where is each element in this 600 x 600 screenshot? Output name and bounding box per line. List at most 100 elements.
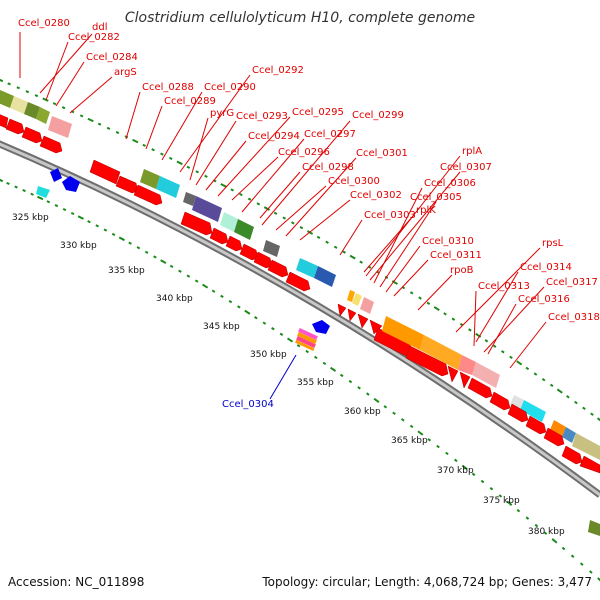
- tick-mark: [128, 241, 132, 245]
- gene-label[interactable]: Ccel_0318: [548, 312, 600, 323]
- tick-mark: [115, 131, 120, 135]
- scale-label: 345 kbp: [203, 322, 240, 332]
- reverse-feature: [312, 320, 330, 334]
- tick-mark: [498, 494, 503, 498]
- gene-label[interactable]: Ccel_0295: [292, 107, 344, 118]
- tick-mark: [256, 202, 261, 206]
- gene-label[interactable]: rpoB: [450, 265, 474, 276]
- gene-label[interactable]: Ccel_0306: [424, 178, 476, 189]
- tick-mark: [322, 361, 327, 366]
- tick-mark: [87, 117, 94, 123]
- gene-label[interactable]: Ccel_0299: [352, 110, 404, 121]
- gene-label[interactable]: pyrG: [210, 108, 234, 119]
- gene-label[interactable]: Ccel_0301: [356, 148, 408, 159]
- tick-mark: [25, 90, 30, 94]
- tick-mark: [194, 279, 199, 283]
- gene-label[interactable]: Ccel_0303: [364, 210, 416, 221]
- forward-feature: [39, 135, 63, 154]
- gene-label[interactable]: Ccel_0298: [302, 162, 354, 173]
- forward-feature: [180, 211, 213, 236]
- scale-label: 330 kbp: [60, 241, 97, 251]
- feature-box: [234, 219, 254, 240]
- tick-mark: [220, 183, 227, 188]
- gene-label[interactable]: Ccel_0282: [68, 32, 120, 43]
- tick-mark: [34, 94, 39, 98]
- gene-label[interactable]: Ccel_0316: [518, 294, 570, 305]
- forward-feature: [357, 313, 369, 329]
- feature-box: [550, 420, 566, 437]
- gene-label[interactable]: Ccel_0294: [248, 131, 300, 142]
- tick-mark: [417, 430, 424, 436]
- tick-mark: [178, 269, 182, 273]
- tick-mark: [262, 321, 267, 325]
- gene-label[interactable]: Ccel_0307: [440, 162, 492, 173]
- tick-mark: [22, 189, 26, 193]
- gene-label[interactable]: argS: [114, 67, 137, 78]
- tick-mark: [468, 328, 472, 332]
- feature-box: [352, 293, 362, 306]
- scale-label: 365 kbp: [391, 436, 428, 446]
- gene-label[interactable]: Ccel_0293: [236, 111, 288, 122]
- gene-label[interactable]: rpsL: [542, 238, 564, 249]
- gene-label-reverse[interactable]: Ccel_0304: [222, 399, 274, 410]
- tick-mark: [273, 211, 278, 215]
- tick-mark: [357, 386, 361, 390]
- map-title: Clostridium cellulolyticum H10, complete…: [125, 10, 475, 26]
- gene-label[interactable]: Ccel_0292: [252, 65, 304, 76]
- tick-mark: [556, 388, 563, 394]
- tick-mark: [506, 500, 513, 506]
- gene-label[interactable]: Ccel_0288: [142, 82, 194, 93]
- tick-mark: [282, 216, 287, 220]
- reverse-feature: [50, 168, 62, 182]
- tick-mark: [16, 86, 21, 90]
- tick-mark: [254, 316, 258, 320]
- scale-label: 370 kbp: [437, 466, 474, 476]
- tick-mark: [54, 204, 59, 208]
- scale-labels: 325 kbp 330 kbp 335 kbp 340 kbp 345 kbp …: [12, 213, 565, 537]
- forward-feature: [459, 371, 471, 389]
- gene-label[interactable]: Ccel_0305: [410, 192, 462, 203]
- tick-mark: [30, 192, 34, 196]
- gene-label[interactable]: Ccel_0313: [478, 281, 530, 292]
- scale-label: 360 kbp: [344, 407, 381, 417]
- tick-mark: [97, 122, 102, 126]
- gene-label[interactable]: Ccel_0314: [520, 262, 572, 273]
- tick-mark: [582, 406, 586, 411]
- feature-box: [382, 316, 424, 350]
- gene-label[interactable]: Ccel_0300: [328, 176, 380, 187]
- gene-label[interactable]: Ccel_0302: [350, 190, 402, 201]
- gene-label[interactable]: Ccel_0317: [546, 277, 598, 288]
- tick-mark: [77, 215, 84, 220]
- gene-label[interactable]: Ccel_0310: [422, 236, 474, 247]
- feature-box: [458, 355, 476, 375]
- forward-feature: [225, 235, 243, 252]
- tick-mark: [176, 160, 183, 166]
- tick-mark: [427, 438, 432, 442]
- tick-mark: [168, 156, 173, 161]
- gene-label[interactable]: ddl: [92, 22, 107, 33]
- tick-mark: [296, 344, 301, 348]
- tick-mark: [62, 207, 67, 212]
- tick-mark: [325, 240, 329, 244]
- gene-label[interactable]: rplK: [416, 205, 436, 216]
- feature-box: [420, 335, 462, 370]
- tick-mark: [316, 235, 321, 239]
- gene-label[interactable]: Ccel_0290: [204, 82, 256, 93]
- gene-label[interactable]: Ccel_0284: [86, 52, 138, 63]
- gene-label[interactable]: Ccel_0311: [430, 250, 482, 261]
- tick-mark: [42, 97, 49, 102]
- scale-label: 335 kbp: [108, 266, 145, 276]
- tick-mark: [61, 106, 66, 110]
- scale-label: 375 kbp: [483, 496, 520, 506]
- gene-label[interactable]: rplA: [462, 146, 482, 157]
- tick-mark: [461, 464, 468, 470]
- tick-mark: [551, 538, 558, 544]
- gene-label[interactable]: Ccel_0289: [164, 96, 216, 107]
- tick-mark: [348, 379, 353, 384]
- Ccel_0304-feature: [295, 327, 318, 352]
- gene-label[interactable]: Ccel_0297: [304, 129, 356, 140]
- gene-label[interactable]: Ccel_0296: [278, 147, 330, 158]
- tick-mark: [230, 188, 234, 192]
- gene-label[interactable]: Ccel_0280: [18, 18, 70, 29]
- tick-mark: [132, 138, 139, 144]
